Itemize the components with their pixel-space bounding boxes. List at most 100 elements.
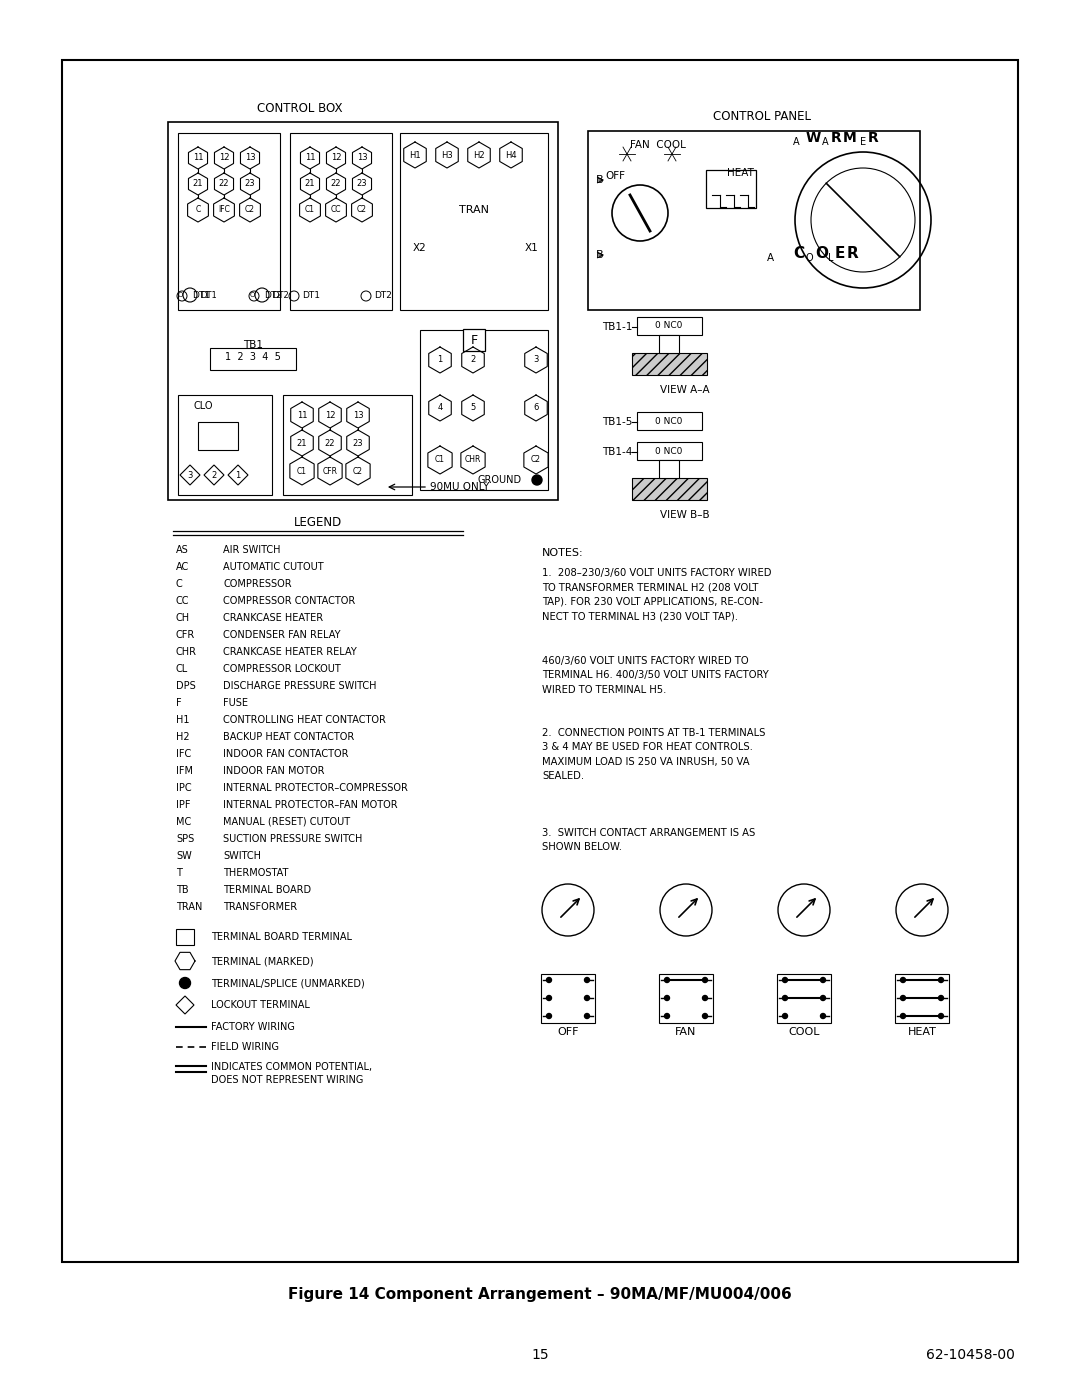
Text: COMPRESSOR LOCKOUT: COMPRESSOR LOCKOUT (222, 664, 341, 673)
Bar (420, 330, 548, 490)
Text: R: R (847, 246, 859, 261)
Circle shape (546, 978, 552, 982)
Text: TERMINAL BOARD TERMINAL: TERMINAL BOARD TERMINAL (211, 932, 352, 942)
Text: A: A (767, 253, 773, 263)
Text: LOCKOUT TERMINAL: LOCKOUT TERMINAL (211, 1000, 310, 1010)
Text: B: B (596, 175, 604, 184)
Text: T: T (176, 868, 181, 877)
Circle shape (664, 996, 670, 1000)
Text: CLO: CLO (194, 401, 214, 411)
Text: SUCTION PRESSURE SWITCH: SUCTION PRESSURE SWITCH (222, 834, 363, 844)
Text: 11: 11 (297, 411, 307, 419)
Text: CC: CC (330, 205, 341, 215)
Circle shape (783, 1013, 787, 1018)
Text: DT1: DT1 (302, 292, 320, 300)
Text: 11: 11 (192, 154, 203, 162)
Text: 21: 21 (192, 179, 203, 189)
Circle shape (821, 996, 825, 1000)
Text: CFR: CFR (323, 467, 337, 475)
Text: 15: 15 (531, 1348, 549, 1362)
Text: 3: 3 (534, 355, 539, 365)
Bar (659, 335, 679, 353)
Text: CH: CH (176, 613, 190, 623)
Text: H1: H1 (409, 151, 421, 159)
Text: OFF: OFF (557, 1027, 579, 1037)
Text: H4: H4 (505, 151, 517, 159)
Text: 22: 22 (330, 179, 341, 189)
Text: H1: H1 (176, 715, 189, 725)
Text: H3: H3 (441, 151, 453, 159)
Text: CONTROLLING HEAT CONTACTOR: CONTROLLING HEAT CONTACTOR (222, 715, 386, 725)
Text: O: O (178, 292, 184, 298)
Text: 23: 23 (356, 179, 367, 189)
Circle shape (546, 1013, 552, 1018)
Text: 13: 13 (353, 411, 363, 419)
Text: INDOOR FAN CONTACTOR: INDOOR FAN CONTACTOR (222, 749, 349, 759)
Text: E: E (835, 246, 846, 261)
Text: 4: 4 (437, 404, 443, 412)
Text: INTERNAL PROTECTOR–FAN MOTOR: INTERNAL PROTECTOR–FAN MOTOR (222, 800, 397, 810)
Text: 0 NC0: 0 NC0 (656, 416, 683, 426)
Text: COMPRESSOR CONTACTOR: COMPRESSOR CONTACTOR (222, 597, 355, 606)
Bar (176, 929, 194, 944)
Text: CONTROL BOX: CONTROL BOX (257, 102, 342, 115)
Bar (637, 412, 702, 430)
Text: R: R (868, 131, 879, 145)
Text: C2: C2 (357, 205, 367, 215)
Text: 1: 1 (235, 471, 241, 479)
Text: IPC: IPC (176, 782, 191, 793)
Text: DT2: DT2 (374, 292, 392, 300)
Text: MC: MC (176, 817, 191, 827)
Circle shape (702, 996, 707, 1000)
Text: HEAT: HEAT (907, 1027, 936, 1037)
Text: AS: AS (176, 545, 189, 555)
Text: A: A (793, 137, 799, 147)
Text: FUSE: FUSE (222, 698, 248, 708)
Text: 23: 23 (245, 179, 255, 189)
Text: O: O (806, 253, 813, 263)
Text: TB1: TB1 (243, 339, 264, 351)
Circle shape (783, 978, 787, 982)
Text: M: M (843, 131, 856, 145)
Bar (588, 131, 920, 310)
Text: DPS: DPS (176, 680, 195, 692)
Text: THERMOSTAT: THERMOSTAT (222, 868, 288, 877)
Text: 460/3/60 VOLT UNITS FACTORY WIRED TO
TERMINAL H6. 400/3/50 VOLT UNITS FACTORY
WI: 460/3/60 VOLT UNITS FACTORY WIRED TO TER… (542, 657, 769, 694)
Text: HEAT: HEAT (727, 168, 754, 177)
Text: IFC: IFC (218, 205, 230, 215)
Text: F: F (176, 698, 181, 708)
Text: CHR: CHR (464, 455, 482, 464)
Text: 2: 2 (212, 471, 217, 479)
Text: VIEW A–A: VIEW A–A (660, 386, 710, 395)
Text: 1  2  3  4  5: 1 2 3 4 5 (225, 352, 281, 362)
Text: C1: C1 (435, 455, 445, 464)
Text: 23: 23 (353, 439, 363, 447)
Text: F: F (471, 334, 477, 346)
Text: TB1-1: TB1-1 (602, 321, 632, 332)
Circle shape (939, 978, 944, 982)
Text: DT2: DT2 (272, 291, 288, 299)
Text: SWITCH: SWITCH (222, 851, 261, 861)
Text: OFF: OFF (605, 170, 625, 182)
Bar (637, 317, 702, 335)
Text: H2: H2 (176, 732, 190, 742)
Bar (463, 330, 485, 351)
Text: CC: CC (176, 597, 189, 606)
Text: CHR: CHR (176, 647, 197, 657)
Circle shape (702, 978, 707, 982)
Text: TB1-5: TB1-5 (602, 416, 632, 427)
Text: MANUAL (RESET) CUTOUT: MANUAL (RESET) CUTOUT (222, 817, 350, 827)
Text: 11: 11 (305, 154, 315, 162)
Text: 0 NC0: 0 NC0 (656, 447, 683, 455)
Bar (168, 122, 558, 500)
Text: C: C (793, 246, 805, 261)
Bar (659, 974, 713, 1023)
Bar (283, 395, 411, 495)
Text: DISCHARGE PRESSURE SWITCH: DISCHARGE PRESSURE SWITCH (222, 680, 377, 692)
Text: 21: 21 (305, 179, 315, 189)
Circle shape (532, 475, 542, 485)
Text: TRAN: TRAN (176, 902, 202, 912)
Text: INDICATES COMMON POTENTIAL,: INDICATES COMMON POTENTIAL, (211, 1062, 373, 1071)
Text: 90MU ONLY: 90MU ONLY (430, 482, 489, 492)
Text: CONDENSER FAN RELAY: CONDENSER FAN RELAY (222, 630, 340, 640)
